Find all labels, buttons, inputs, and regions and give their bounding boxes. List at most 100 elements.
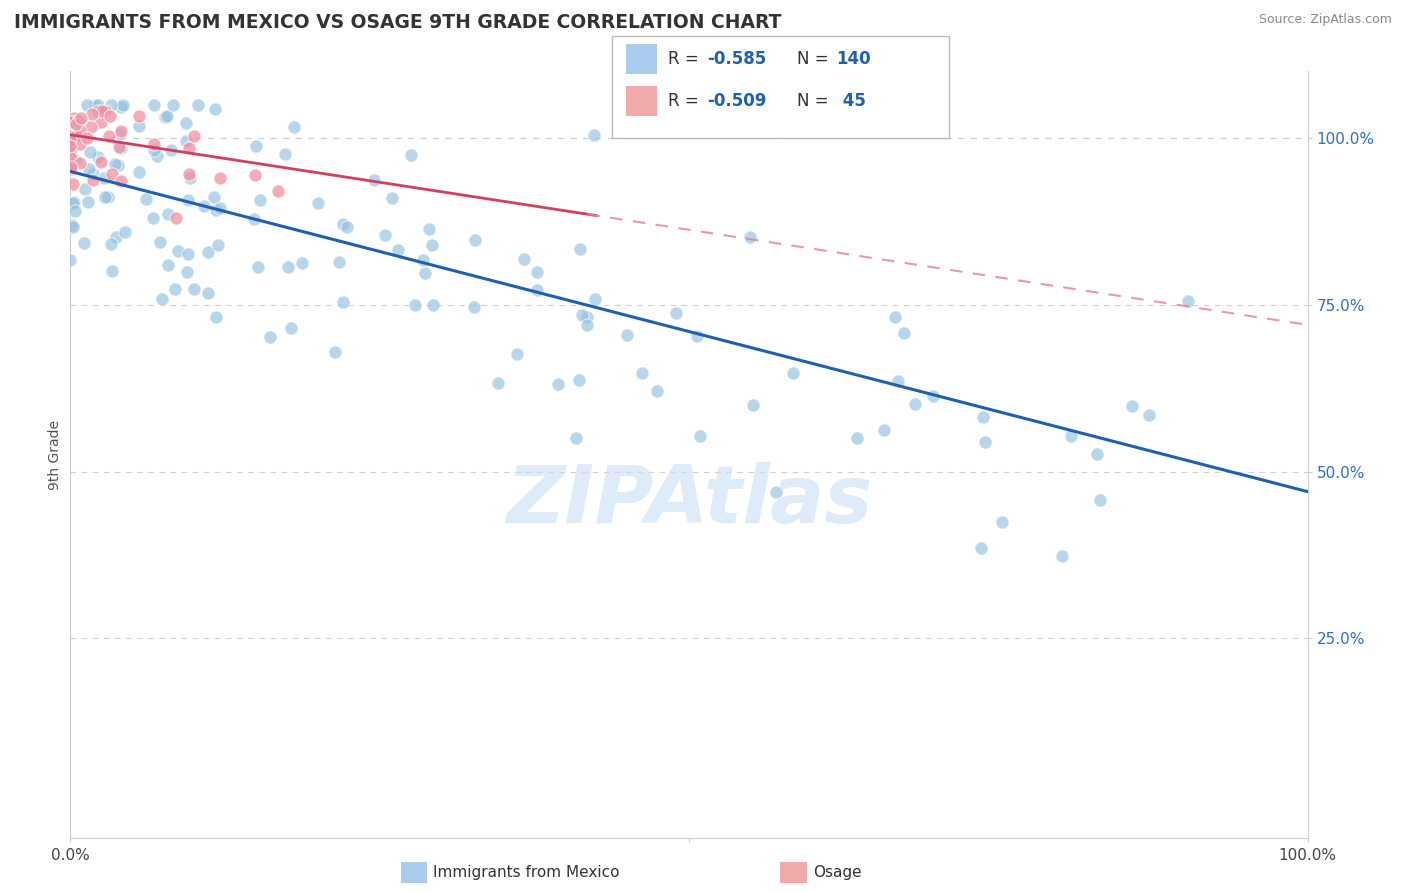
Point xyxy=(332,217,354,231)
Text: IMMIGRANTS FROM MEXICO VS OSAGE 9TH GRADE CORRELATION CHART: IMMIGRANTS FROM MEXICO VS OSAGE 9TH GRAD… xyxy=(14,13,782,32)
Point xyxy=(63,195,86,210)
Point xyxy=(60,218,83,232)
Point xyxy=(60,161,83,175)
Point xyxy=(1052,549,1074,563)
Point xyxy=(110,100,132,114)
Point xyxy=(381,191,404,205)
Point xyxy=(1060,429,1083,443)
Point xyxy=(84,97,107,112)
Point xyxy=(583,292,606,306)
Point xyxy=(176,265,198,279)
Point xyxy=(197,286,219,301)
Point xyxy=(887,374,910,388)
Point xyxy=(336,220,359,235)
Point xyxy=(177,167,200,181)
Point xyxy=(149,235,172,249)
Point xyxy=(422,298,444,312)
Point xyxy=(59,159,82,173)
Point xyxy=(922,389,945,403)
Point xyxy=(782,367,804,381)
Point xyxy=(59,115,82,129)
Point xyxy=(60,142,83,156)
Point xyxy=(160,144,183,158)
Point xyxy=(207,238,229,252)
Point xyxy=(505,346,527,360)
Point xyxy=(94,189,117,203)
Point xyxy=(307,195,329,210)
Point xyxy=(486,376,509,391)
Point xyxy=(571,308,593,322)
Point xyxy=(100,236,122,251)
Point xyxy=(100,167,122,181)
Point xyxy=(165,211,187,226)
Point xyxy=(463,300,485,314)
Point xyxy=(174,134,197,148)
Point xyxy=(689,429,711,443)
Point xyxy=(94,104,117,119)
Point xyxy=(565,431,588,445)
Point xyxy=(970,541,993,555)
Point xyxy=(65,128,87,142)
Point xyxy=(143,144,166,158)
Point xyxy=(526,283,548,297)
Point xyxy=(128,120,150,134)
Text: R =: R = xyxy=(668,92,704,110)
Point xyxy=(128,165,150,179)
Point xyxy=(277,260,299,274)
Point xyxy=(110,141,132,155)
Point xyxy=(107,158,129,172)
Point xyxy=(77,162,100,177)
Point xyxy=(62,196,84,211)
Point xyxy=(209,201,232,215)
Point xyxy=(59,157,82,171)
Point xyxy=(259,330,281,344)
Point xyxy=(82,173,104,187)
Text: R =: R = xyxy=(668,50,704,68)
Point xyxy=(1137,408,1160,422)
Point xyxy=(193,199,215,213)
Point xyxy=(174,116,197,130)
Point xyxy=(82,167,104,181)
Point xyxy=(142,136,165,151)
Point xyxy=(547,377,569,392)
Point xyxy=(107,139,129,153)
Point xyxy=(1088,492,1111,507)
Point xyxy=(69,122,91,136)
Point xyxy=(93,170,115,185)
Point xyxy=(101,264,124,278)
Text: N =: N = xyxy=(797,50,834,68)
Point xyxy=(98,129,121,144)
Text: 140: 140 xyxy=(837,50,872,68)
Point xyxy=(243,211,266,226)
Point xyxy=(104,157,127,171)
Point xyxy=(77,195,100,210)
Point xyxy=(332,295,354,310)
Point xyxy=(100,97,122,112)
Text: ZIPAtlas: ZIPAtlas xyxy=(506,462,872,540)
Point xyxy=(568,373,591,387)
Point xyxy=(249,193,271,207)
Point xyxy=(76,97,98,112)
Point xyxy=(846,431,869,445)
Text: 45: 45 xyxy=(837,92,866,110)
Point xyxy=(76,130,98,145)
Point xyxy=(135,192,157,206)
Point xyxy=(205,203,228,218)
Text: Immigrants from Mexico: Immigrants from Mexico xyxy=(433,865,620,880)
Point xyxy=(893,326,915,340)
Point xyxy=(387,243,409,257)
Point xyxy=(156,258,179,272)
Point xyxy=(69,136,91,151)
Point xyxy=(87,104,110,119)
Point xyxy=(110,124,132,138)
Point xyxy=(63,203,86,218)
Point xyxy=(60,136,83,150)
Point xyxy=(177,246,200,260)
Point xyxy=(114,225,136,239)
Point xyxy=(97,190,120,204)
Point xyxy=(582,128,605,142)
Text: -0.585: -0.585 xyxy=(707,50,766,68)
Point xyxy=(143,97,166,112)
Point xyxy=(179,171,201,186)
Text: Osage: Osage xyxy=(813,865,862,880)
